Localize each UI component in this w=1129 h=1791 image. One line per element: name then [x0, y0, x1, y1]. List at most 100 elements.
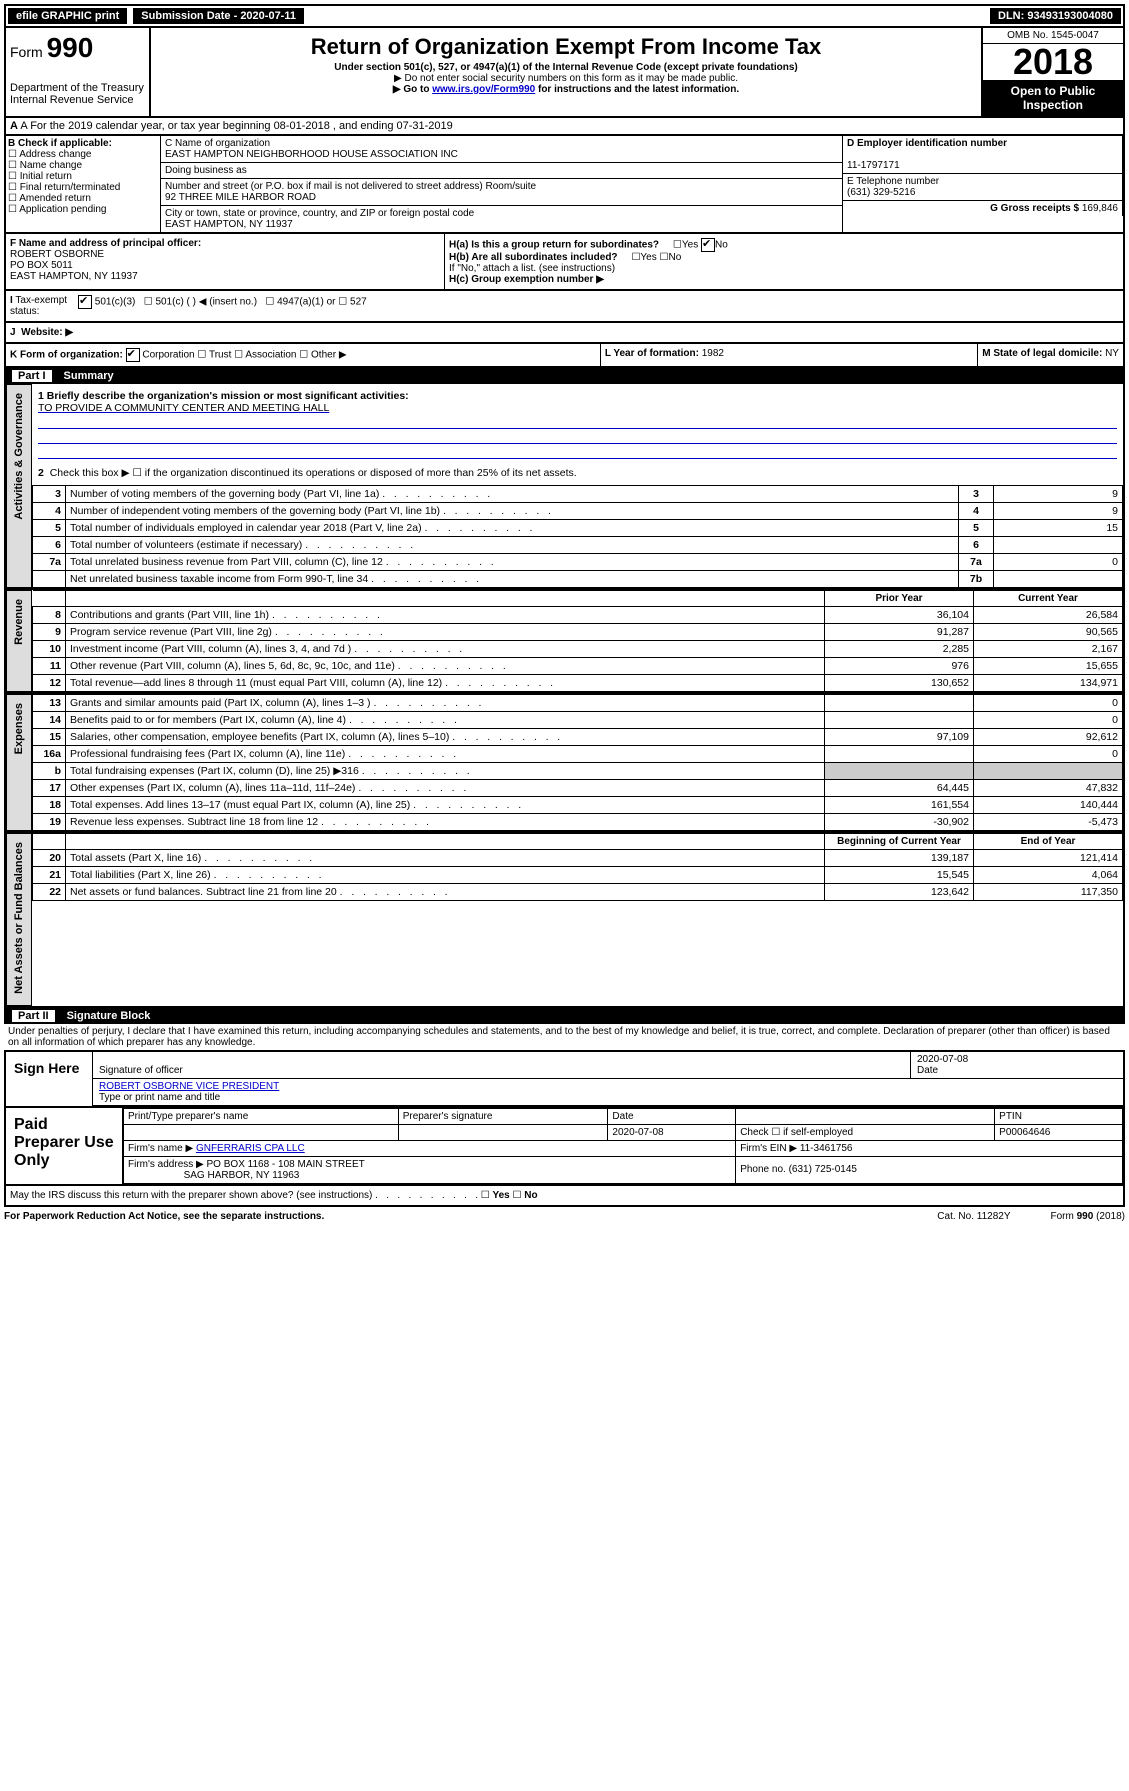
org-name: EAST HAMPTON NEIGHBORHOOD HOUSE ASSOCIAT… — [165, 149, 458, 160]
officer-po: PO BOX 5011 — [10, 260, 73, 271]
chk-address[interactable]: ☐ Address change — [8, 149, 158, 160]
domicile-lbl: M State of legal domicile: — [982, 348, 1102, 359]
firm-phone: (631) 725-0145 — [789, 1164, 857, 1175]
net-table: Beginning of Current YearEnd of Year 20T… — [32, 833, 1123, 901]
street-address: 92 THREE MILE HARBOR ROAD — [165, 192, 316, 203]
hb-no[interactable]: No — [668, 252, 681, 263]
sig-name-lbl: Type or print name and title — [99, 1092, 220, 1103]
firmaddr-lbl: Firm's address ▶ — [128, 1159, 204, 1170]
ha-no-check[interactable] — [701, 238, 715, 252]
hb-yes[interactable]: Yes — [640, 252, 656, 263]
chk-initial[interactable]: ☐ Initial return — [8, 171, 158, 182]
discuss-yes[interactable]: Yes — [493, 1190, 510, 1201]
officer-city: EAST HAMPTON, NY 11937 — [10, 271, 138, 282]
mission-section: 1 Briefly describe the organization's mi… — [32, 384, 1123, 485]
ein-lbl2: Firm's EIN ▶ — [740, 1143, 797, 1154]
ein-lbl: D Employer identification number — [847, 138, 1007, 149]
paid-table: Print/Type preparer's namePreparer's sig… — [123, 1108, 1123, 1184]
col-prior: Prior Year — [825, 591, 974, 607]
discuss-text: May the IRS discuss this return with the… — [10, 1190, 372, 1201]
opt-501c: 501(c) ( ) ◀ (insert no.) — [155, 297, 257, 308]
discuss-row: May the IRS discuss this return with the… — [4, 1186, 1125, 1207]
summary-block: Activities & Governance 1 Briefly descri… — [4, 384, 1125, 590]
part1-name: Summary — [64, 370, 114, 382]
revenue-block: Revenue Prior YearCurrent Year 8Contribu… — [4, 590, 1125, 694]
sig-officer-lbl: Signature of officer — [99, 1065, 183, 1076]
penalty-text: Under penalties of perjury, I declare th… — [4, 1024, 1125, 1050]
chk-final[interactable]: ☐ Final return/terminated — [8, 182, 158, 193]
phone-value: (631) 329-5216 — [847, 187, 915, 198]
efile-btn[interactable]: efile GRAPHIC print — [8, 8, 127, 24]
box-b-title: B Check if applicable: — [8, 138, 112, 149]
side-netassets: Net Assets or Fund Balances — [6, 833, 32, 1006]
ein-value: 11-1797171 — [847, 160, 900, 171]
box-h: H(a) Is this a group return for subordin… — [445, 234, 1123, 289]
sign-block: Sign Here Signature of officer 2020-07-08… — [4, 1050, 1125, 1108]
col-end: End of Year — [974, 834, 1123, 850]
sig-date-lbl: Date — [917, 1065, 938, 1076]
opt-501c3: 501(c)(3) — [95, 297, 136, 308]
sign-here-lbl: Sign Here — [6, 1052, 93, 1106]
ha-lbl: H(a) Is this a group return for subordin… — [449, 240, 659, 251]
irs-link[interactable]: www.irs.gov/Form990 — [432, 84, 535, 95]
goto-post: for instructions and the latest informat… — [535, 84, 739, 95]
sig-name: ROBERT OSBORNE VICE PRESIDENT — [99, 1081, 279, 1092]
form-number: 990 — [47, 32, 94, 63]
gross-value: 169,846 — [1082, 203, 1118, 214]
subtitle-1: Under section 501(c), 527, or 4947(a)(1)… — [155, 62, 977, 73]
goto-pre: ▶ Go to — [393, 84, 432, 95]
dept: Department of the Treasury Internal Reve… — [10, 82, 145, 106]
part2-name: Signature Block — [67, 1010, 151, 1022]
chk-name[interactable]: ☐ Name change — [8, 160, 158, 171]
box-f: F Name and address of principal officer:… — [6, 234, 445, 289]
paid-preparer-block: Paid Preparer Use Only Print/Type prepar… — [4, 1108, 1125, 1186]
form-prefix: Form — [10, 44, 43, 60]
subtitle-2: ▶ Do not enter social security numbers o… — [155, 73, 977, 84]
ha-yes[interactable]: Yes — [682, 240, 698, 251]
officer-name: ROBERT OSBORNE — [10, 249, 104, 260]
open-public: Open to Public Inspection — [983, 80, 1123, 116]
q2-label: Check this box ▶ ☐ if the organization d… — [50, 467, 577, 479]
tax-period: A For the 2019 calendar year, or tax yea… — [20, 120, 452, 132]
opt-other: Other ▶ — [311, 350, 346, 361]
ha-no: No — [715, 240, 728, 251]
firmph-lbl: Phone no. — [740, 1164, 786, 1175]
sig-date: 2020-07-08 — [917, 1054, 968, 1065]
opt-corp: Corporation — [142, 350, 194, 361]
row-j: J Website: ▶ — [4, 323, 1125, 344]
mission-text: TO PROVIDE A COMMUNITY CENTER AND MEETIN… — [38, 402, 329, 414]
gross-lbl: G Gross receipts $ — [990, 203, 1079, 214]
box-de: D Employer identification number 11-17971… — [843, 136, 1123, 232]
paid-lbl: Paid Preparer Use Only — [6, 1108, 123, 1184]
form-header: Form 990 Department of the Treasury Inte… — [4, 28, 1125, 118]
city-state-zip: EAST HAMPTON, NY 11937 — [165, 219, 293, 230]
chk-amended[interactable]: ☐ Amended return — [8, 193, 158, 204]
chk-501c3[interactable] — [78, 295, 92, 309]
row-ij: I Tax-exempt status: 501(c)(3) ☐ 501(c) … — [4, 291, 1125, 323]
col-current: Current Year — [974, 591, 1123, 607]
firm-lbl: Firm's name ▶ — [128, 1143, 193, 1154]
chk-pending[interactable]: ☐ Application pending — [8, 204, 158, 215]
side-governance: Activities & Governance — [6, 384, 32, 588]
tax-year: 2018 — [983, 44, 1123, 80]
form-title: Return of Organization Exempt From Incom… — [155, 34, 977, 60]
dba-lbl: Doing business as — [165, 165, 247, 176]
gov-table: 3Number of voting members of the governi… — [32, 485, 1123, 588]
addr-lbl: Number and street (or P.O. box if mail i… — [165, 181, 536, 192]
side-expenses: Expenses — [6, 694, 32, 831]
opt-527: 527 — [350, 297, 367, 308]
box-b: B Check if applicable: ☐ Address change … — [6, 136, 161, 232]
firm-addr: PO BOX 1168 - 108 MAIN STREET — [207, 1159, 365, 1170]
domicile: NY — [1105, 348, 1119, 359]
foot-left: For Paperwork Reduction Act Notice, see … — [4, 1211, 324, 1222]
block-fgh: F Name and address of principal officer:… — [4, 234, 1125, 291]
year-formed-lbl: L Year of formation: — [605, 348, 699, 359]
opt-trust: Trust — [209, 350, 231, 361]
discuss-no[interactable]: No — [524, 1190, 537, 1201]
chk-corp[interactable] — [126, 348, 140, 362]
rev-table: Prior YearCurrent Year 8Contributions an… — [32, 590, 1123, 692]
city-lbl: City or town, state or province, country… — [165, 208, 474, 219]
foot-right: Form 990 (2018) — [1051, 1211, 1126, 1222]
firm-addr2: SAG HARBOR, NY 11963 — [184, 1170, 300, 1181]
block-bcde: B Check if applicable: ☐ Address change … — [4, 136, 1125, 234]
